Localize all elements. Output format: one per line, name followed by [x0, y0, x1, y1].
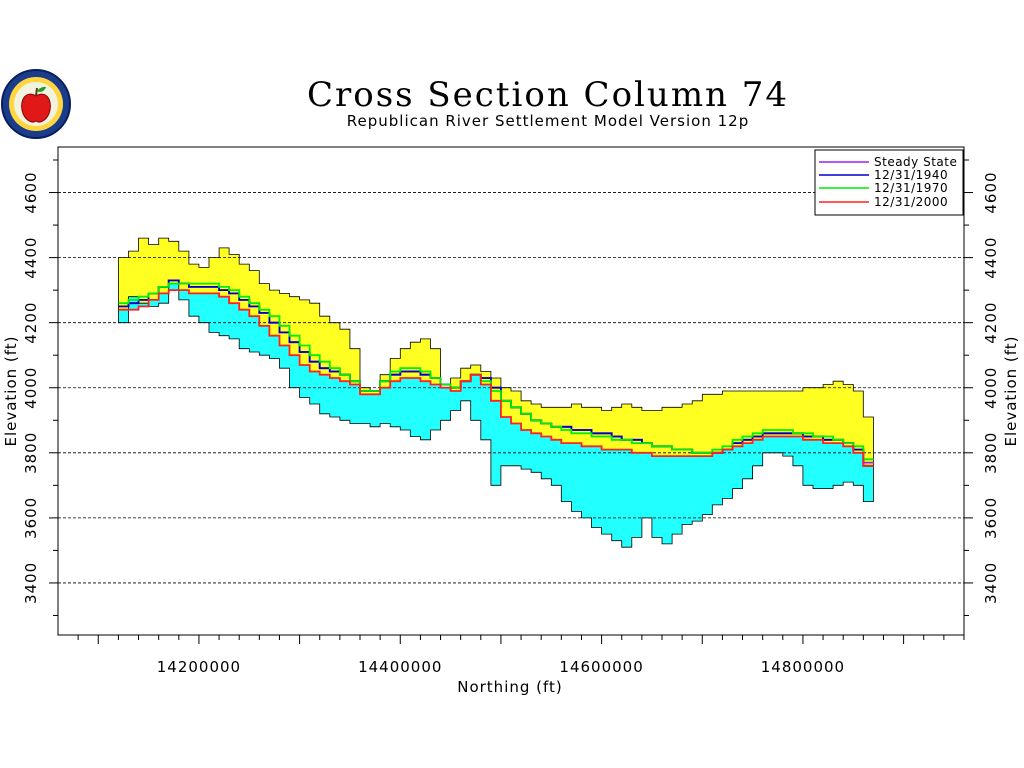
y-tick-label-right: 4600 [982, 171, 1000, 213]
y-tick-label-left: 4200 [22, 302, 40, 344]
legend-label-steady-state: Steady State [874, 155, 957, 169]
apple-seal-icon [1, 69, 71, 139]
x-tick-label: 14400000 [358, 658, 442, 676]
legend-label-1940: 12/31/1940 [874, 168, 948, 182]
legend-box [814, 149, 964, 216]
series-lines [118, 279, 874, 467]
y-tick-label-left: 3600 [22, 497, 40, 539]
y-tick-label-right: 3400 [982, 562, 1000, 604]
y-tick-label-right: 4400 [982, 237, 1000, 279]
legend: Steady State 12/31/1940 12/31/1970 12/31… [814, 149, 964, 216]
y-tick-label-right: 3800 [982, 432, 1000, 474]
plot-fills [118, 237, 874, 548]
grid-lines [58, 192, 964, 584]
y-axis-label: Elevation (ft) [2, 335, 20, 446]
x-tick-label: 14600000 [559, 658, 643, 676]
y-tick-label-left: 4400 [22, 237, 40, 279]
y-tick-label-left: 4600 [22, 171, 40, 213]
legend-label-2000: 12/31/2000 [874, 195, 948, 209]
y-axis-label-right: Elevation (ft) [1002, 335, 1020, 446]
x-tick-label: 14800000 [761, 658, 845, 676]
y-tick-label-left: 4000 [22, 367, 40, 409]
x-tick-label: 14200000 [157, 658, 241, 676]
plot-frame [57, 146, 965, 636]
y-tick-label-left: 3400 [22, 562, 40, 604]
series-line-3 [118, 289, 874, 467]
legend-label-1970: 12/31/1970 [874, 181, 948, 195]
x-axis-label: Northing (ft) [457, 678, 563, 696]
y-axis: 3400 3400 3600 3600 3800 3800 4000 4000 4200 4200… [22, 159, 1000, 616]
chart-subtitle: Republican River Settlement Model Versio… [347, 112, 749, 130]
y-tick-label-right: 3600 [982, 497, 1000, 539]
y-tick-label-left: 3800 [22, 432, 40, 474]
y-tick-label-right: 4200 [982, 302, 1000, 344]
chart-title: Cross Section Column 74 [307, 75, 789, 115]
y-tick-label-right: 4000 [982, 367, 1000, 409]
x-axis: 14200000 14400000 14600000 14800000 [77, 635, 965, 676]
